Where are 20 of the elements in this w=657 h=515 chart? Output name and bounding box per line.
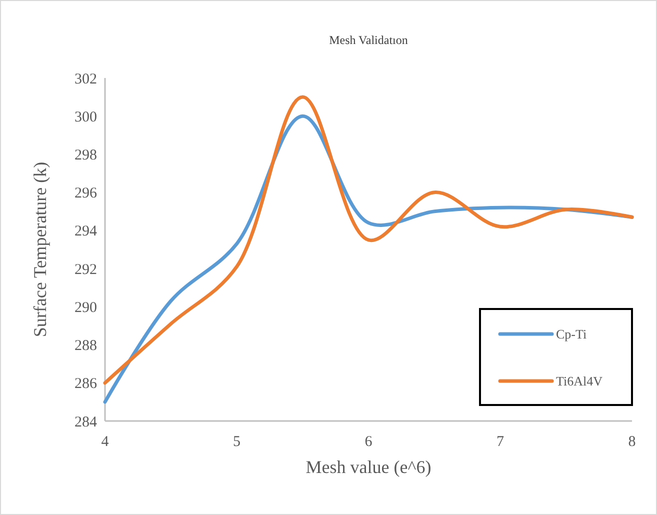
y-tick-label: 284	[74, 414, 98, 430]
y-axis-title: Surface Temperature (k)	[30, 162, 50, 338]
y-tick-label: 286	[74, 376, 98, 392]
x-tick-label: 5	[233, 434, 240, 450]
y-tick-label: 294	[74, 224, 98, 240]
chart-title: Mesh Validatıon	[329, 33, 408, 47]
legend-label: Ti6Al4V	[556, 374, 604, 389]
y-tick-label: 292	[74, 262, 97, 278]
x-axis-title: Mesh value (e^6)	[306, 457, 432, 477]
x-tick-label: 6	[364, 434, 373, 450]
x-tick-label: 7	[496, 434, 504, 450]
legend-label: Cp-Ti	[556, 326, 587, 342]
y-tick-label: 290	[74, 300, 97, 316]
x-tick-label: 4	[101, 434, 110, 450]
x-tick-label: 8	[628, 434, 636, 450]
y-tick-label: 288	[74, 338, 97, 354]
y-tick-label: 296	[74, 186, 98, 202]
y-tick-label: 298	[74, 147, 97, 164]
y-tick-label: 302	[74, 71, 97, 88]
y-tick-label: 300	[74, 109, 97, 126]
